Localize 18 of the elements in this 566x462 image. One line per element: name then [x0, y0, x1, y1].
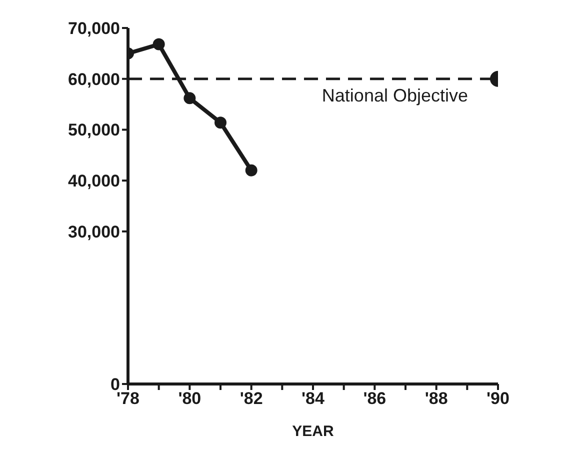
x-tick-label: '88	[424, 389, 448, 408]
x-axis-title: YEAR	[292, 423, 334, 440]
y-tick-label: 30,000	[68, 222, 120, 242]
point	[245, 164, 258, 176]
x-tick-label: '78	[116, 389, 140, 408]
x-tick-label: '86	[363, 389, 386, 408]
x-tick-label: '84	[302, 389, 326, 408]
x-tick-label: '80	[178, 389, 202, 408]
x-tick-label: '82	[240, 389, 263, 408]
y-tick-label: 60,000	[68, 70, 120, 89]
y-tick-label: 40,000	[68, 172, 120, 191]
y-tick-label: 50,000	[68, 120, 120, 140]
x-tick-label: '90	[486, 389, 510, 408]
point	[184, 92, 196, 104]
point	[152, 38, 165, 50]
y-tick-label: 70,000	[68, 19, 120, 38]
ref-line-label: National Objective	[322, 86, 468, 106]
point	[214, 116, 226, 129]
